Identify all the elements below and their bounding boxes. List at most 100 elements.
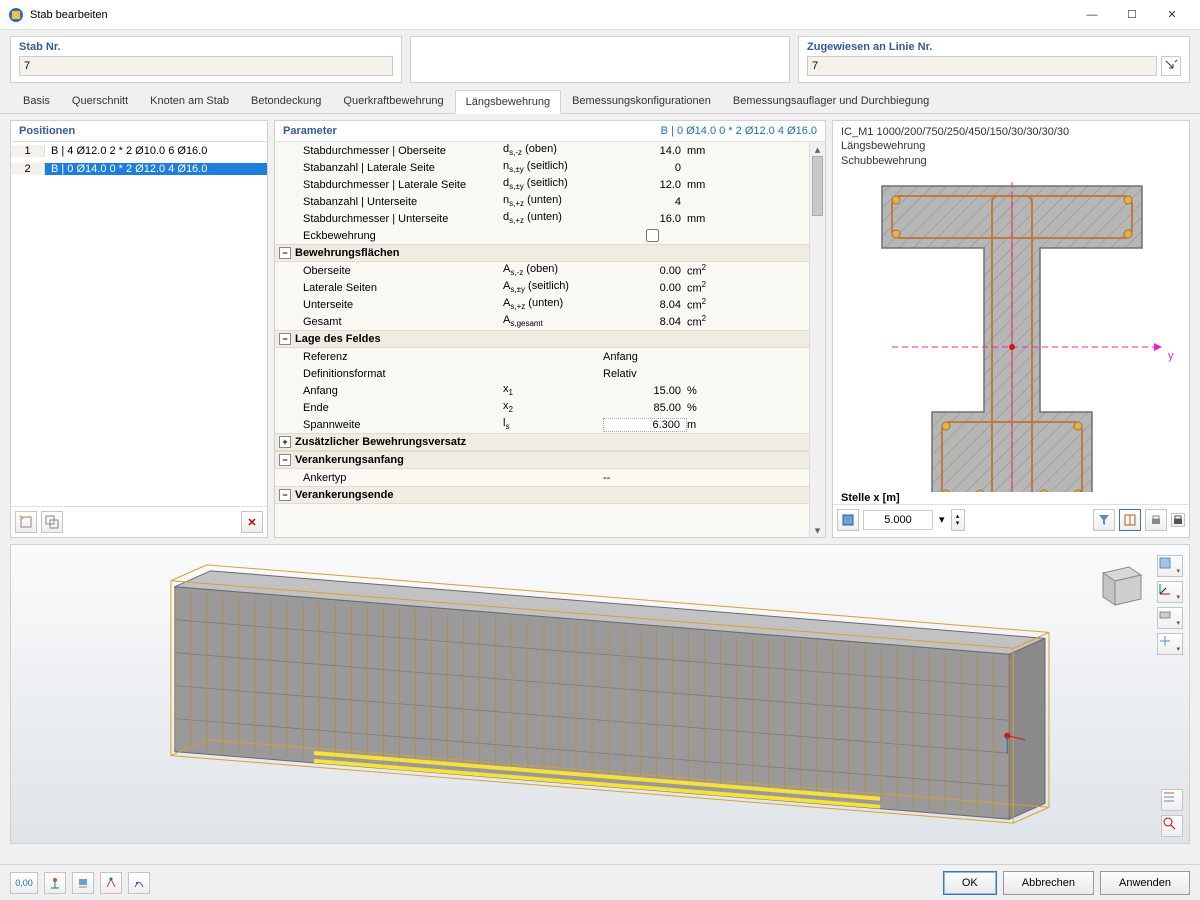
parameter-row[interactable]: Stabanzahl | Laterale Seitens,±y (seitli… (275, 159, 809, 176)
filter-button[interactable] (1093, 509, 1115, 531)
param-group-header[interactable]: +Zusätzlicher Bewehrungsversatz (275, 433, 809, 451)
tab-bemessungskonf[interactable]: Bemessungskonfigurationen (561, 89, 722, 113)
clip-button[interactable] (1157, 633, 1183, 655)
collapse-icon[interactable]: − (279, 247, 291, 259)
param-value: 6.300 (603, 418, 687, 432)
parameter-row[interactable]: OberseiteAs,-z (oben)0.00cm2 (275, 262, 809, 279)
tool-button-3[interactable] (100, 872, 122, 894)
apply-button[interactable]: Anwenden (1100, 871, 1190, 895)
tab-querschnitt[interactable]: Querschnitt (61, 89, 139, 113)
param-group-header[interactable]: −Bewehrungsflächen (275, 244, 809, 262)
ok-button[interactable]: OK (943, 871, 997, 895)
stab-nr-input[interactable] (19, 56, 393, 76)
param-name: Unterseite (303, 299, 503, 311)
preview-header: IC_M1 1000/200/750/250/450/150/30/30/30/… (833, 121, 1189, 172)
tab-betondeckung[interactable]: Betondeckung (240, 89, 332, 113)
preview-toolbar: 5.000 ▾ ▴▾ (833, 504, 1189, 535)
param-value: 0.00 (603, 282, 687, 294)
param-unit: % (687, 385, 727, 397)
tool-button-2[interactable] (72, 872, 94, 894)
dropdown-icon[interactable]: ▾ (937, 513, 947, 526)
axes-button[interactable] (1157, 581, 1183, 603)
param-unit: mm (687, 179, 727, 191)
tab-querkraft[interactable]: Querkraftbewehrung (332, 89, 454, 113)
maximize-button[interactable]: ☐ (1112, 1, 1152, 29)
list-view-button[interactable] (1161, 789, 1183, 811)
param-unit: % (687, 402, 727, 414)
param-name: Stabanzahl | Unterseite (303, 196, 503, 208)
scroll-thumb[interactable] (812, 156, 823, 216)
parameter-row[interactable]: DefinitionsformatRelativ (275, 365, 809, 382)
scrollbar-vertical[interactable]: ▴ ▾ (809, 142, 825, 537)
param-symbol: ns,+z (unten) (503, 194, 603, 208)
tab-knoten[interactable]: Knoten am Stab (139, 89, 240, 113)
cancel-button[interactable]: Abbrechen (1003, 871, 1094, 895)
param-group-header[interactable]: −Verankerungsende (275, 486, 809, 504)
tab-auflager[interactable]: Bemessungsauflager und Durchbiegung (722, 89, 940, 113)
param-group-header[interactable]: −Verankerungsanfang (275, 451, 809, 469)
parameter-header: Parameter B | 0 Ø14.0 0 * 2 Ø12.0 4 Ø16.… (275, 121, 825, 142)
collapse-icon[interactable]: − (279, 454, 291, 466)
param-name: Spannweite (303, 419, 503, 431)
parameter-row[interactable]: Ankertyp-- (275, 469, 809, 486)
collapse-icon[interactable]: − (279, 333, 291, 345)
param-name: Referenz (303, 351, 503, 363)
param-symbol: As,gesamt (503, 314, 603, 328)
param-name: Eckbewehrung (303, 230, 503, 242)
parameter-row[interactable]: Eckbewehrung (275, 227, 809, 244)
parameter-row[interactable]: Stabdurchmesser | Unterseiteds,+z (unten… (275, 210, 809, 227)
print-dropdown-button[interactable] (1171, 513, 1185, 527)
tab-basis[interactable]: Basis (12, 89, 61, 113)
3d-view[interactable] (10, 544, 1190, 844)
param-value: 0 (603, 162, 687, 174)
param-name: Definitionsformat (303, 368, 503, 380)
parameter-row[interactable]: Endex285.00% (275, 399, 809, 416)
print-button[interactable] (1145, 509, 1167, 531)
units-button[interactable]: 0,00 (10, 872, 38, 894)
minimize-button[interactable]: — (1072, 1, 1112, 29)
parameter-row[interactable]: Stabanzahl | Unterseitens,+z (unten)4 (275, 193, 809, 210)
parameter-row[interactable]: Stabdurchmesser | Oberseiteds,-z (oben)1… (275, 142, 809, 159)
param-value: 85.00 (603, 402, 687, 414)
position-row[interactable]: 2 B | 0 Ø14.0 0 * 2 Ø12.0 4 Ø16.0 (11, 160, 267, 178)
param-symbol: x1 (503, 383, 603, 397)
positions-toolbar: ✕ (11, 506, 267, 537)
param-group-header[interactable]: −Lage des Feldes (275, 330, 809, 348)
parameter-row[interactable]: ReferenzAnfang (275, 348, 809, 365)
parameter-row[interactable]: Anfangx115.00% (275, 382, 809, 399)
tool-button-4[interactable] (128, 872, 150, 894)
zoom-reset-button[interactable] (1161, 815, 1183, 837)
values-toggle-button[interactable] (1119, 509, 1141, 531)
collapse-icon[interactable]: + (279, 436, 291, 448)
tab-laengs[interactable]: Längsbewehrung (455, 90, 561, 114)
view-mode-button[interactable] (1157, 555, 1183, 577)
parameter-row[interactable]: Spannweitels6.300m (275, 416, 809, 433)
parameter-row[interactable]: Laterale SeitenAs,±y (seitlich)0.00cm2 (275, 279, 809, 296)
view-side-toolbar (1157, 555, 1183, 655)
close-button[interactable]: ✕ (1152, 1, 1192, 29)
copy-position-button[interactable] (41, 511, 63, 533)
bottom-bar: 0,00 OK Abbrechen Anwenden (0, 864, 1200, 900)
param-symbol: As,±y (seitlich) (503, 280, 603, 294)
x-position-value[interactable]: 5.000 (863, 510, 933, 530)
section-icon-button[interactable] (837, 509, 859, 531)
view-cube[interactable] (1093, 555, 1147, 609)
parameter-row[interactable]: Stabdurchmesser | Laterale Seiteds,±y (s… (275, 176, 809, 193)
param-checkbox[interactable] (646, 229, 659, 242)
delete-position-button[interactable]: ✕ (241, 511, 263, 533)
scroll-down-icon[interactable]: ▾ (810, 523, 825, 537)
stepper-button[interactable]: ▴▾ (951, 509, 965, 531)
spacer-box (410, 36, 790, 83)
parameter-row[interactable]: UnterseiteAs,+z (unten)8.04cm2 (275, 296, 809, 313)
pick-line-button[interactable] (1161, 56, 1181, 76)
display-button[interactable] (1157, 607, 1183, 629)
position-row[interactable]: 1 B | 4 Ø12.0 2 * 2 Ø10.0 6 Ø16.0 (11, 142, 267, 160)
parameter-row[interactable]: GesamtAs,gesamt8.04cm2 (275, 313, 809, 330)
app-icon (8, 7, 24, 23)
collapse-icon[interactable]: − (279, 489, 291, 501)
scroll-up-icon[interactable]: ▴ (810, 142, 825, 156)
param-symbol: As,-z (oben) (503, 263, 603, 277)
tool-button-1[interactable] (44, 872, 66, 894)
line-nr-input[interactable] (807, 56, 1157, 76)
new-position-button[interactable] (15, 511, 37, 533)
